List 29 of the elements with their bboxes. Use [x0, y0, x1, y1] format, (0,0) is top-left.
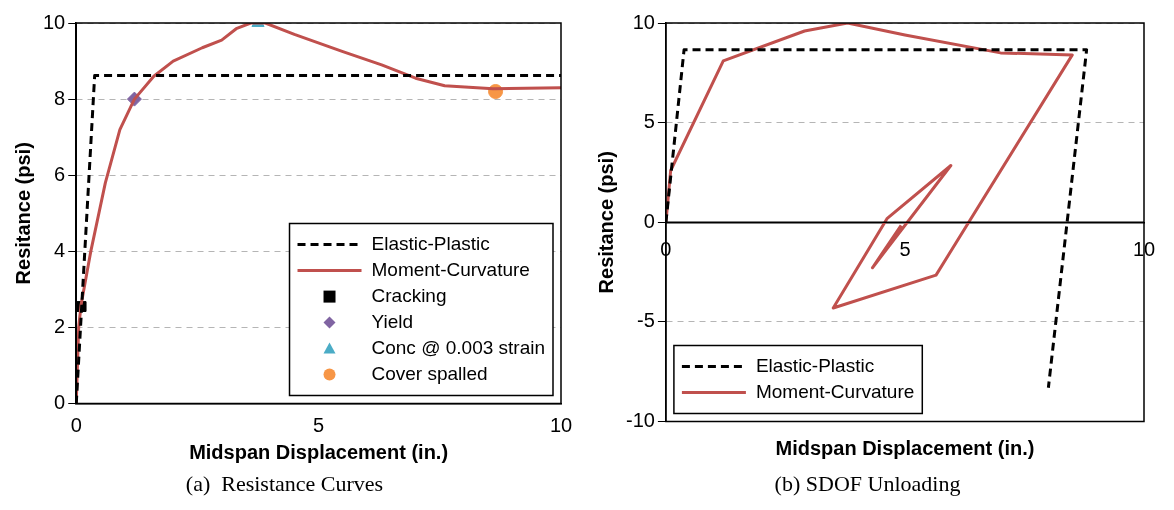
legend-label: Elastic-Plastic — [755, 354, 875, 376]
y-tick-label: 0 — [643, 209, 655, 232]
x-axis-title: Midspan Displacement (in.) — [775, 437, 1035, 460]
x-tick-label: 10 — [549, 414, 573, 437]
text: (b) SDOF Unloading — [774, 470, 961, 496]
x-tick-label: 5 — [899, 237, 911, 260]
y-tick-label: 5 — [643, 110, 655, 133]
y-axis-title: Resitance (psi) — [11, 142, 34, 285]
x-axis-title: Midspan Displacement (in.) — [189, 441, 449, 464]
legend-label: Moment-Curvature — [755, 380, 915, 402]
y-tick-label: 8 — [54, 86, 66, 109]
legend-label: Conc @ 0.003 strain — [371, 336, 546, 358]
y-axis-title: Resitance (psi) — [594, 151, 617, 294]
legend-label: Cracking — [371, 284, 447, 306]
y-tick-label: 2 — [54, 315, 66, 337]
y-tick-label: 4 — [54, 238, 66, 261]
legend-label: Elastic-Plastic — [371, 232, 490, 254]
y-tick-label: 10 — [43, 10, 66, 33]
y-tick-label: -10 — [626, 409, 655, 432]
text: (a) Resistance Curves — [185, 470, 384, 496]
x-tick-label: 5 — [313, 414, 325, 437]
y-tick-label: 6 — [54, 162, 66, 185]
y-tick-label: 0 — [54, 391, 66, 414]
y-tick-label: -5 — [637, 309, 655, 332]
x-tick-label: 0 — [70, 414, 82, 437]
legend-label: Moment-Curvature — [371, 258, 530, 280]
y-tick-label: 10 — [632, 10, 655, 33]
legend-label: Cover spalled — [371, 362, 488, 384]
legend-label: Yield — [371, 310, 414, 332]
